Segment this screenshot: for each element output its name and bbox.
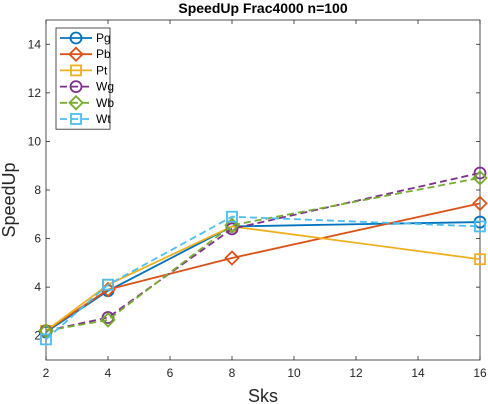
plot-frame [45, 19, 481, 361]
y-tick-label: 2 [34, 329, 41, 343]
legend-item: Wb [60, 95, 114, 111]
x-tick-label: 2 [43, 366, 50, 380]
legend-label: Wg [96, 80, 114, 94]
data-point [224, 217, 240, 233]
legend-marker [69, 31, 83, 45]
legend-label: Pt [96, 63, 108, 77]
data-point [474, 253, 486, 266]
x-tick-label: 10 [287, 366, 301, 380]
x-tick-label: 16 [473, 366, 487, 380]
legend-marker [68, 95, 84, 111]
data-point [473, 166, 487, 180]
data-point [100, 312, 116, 328]
series-line [45, 202, 481, 332]
series-layer [38, 166, 488, 346]
y-tick-label: 10 [28, 134, 42, 148]
data-point [474, 220, 486, 233]
x-tick-label: 14 [411, 366, 425, 380]
y-tick-label: 6 [34, 232, 41, 246]
legend: Pg Pb Pt Wg Wb Wt [55, 27, 114, 130]
legend-label: Pb [96, 47, 111, 61]
legend-item: Wg [60, 80, 114, 94]
series-line [45, 225, 481, 332]
x-tick-label: 6 [167, 366, 174, 380]
chart-title: SpeedUp Frac4000 n=100 [178, 0, 347, 16]
legend-marker [68, 46, 84, 62]
y-tick-label: 8 [34, 183, 41, 197]
legend-marker [70, 113, 82, 125]
data-point [40, 333, 52, 346]
x-tick-label: 8 [229, 366, 236, 380]
data-point [224, 250, 240, 266]
legend-item: Pt [60, 63, 108, 77]
legend-item: Pg [60, 31, 111, 45]
data-point [102, 278, 114, 291]
series-pg [39, 215, 487, 339]
series-wt [40, 210, 486, 346]
x-axis-label: Sks [248, 386, 278, 404]
axes: 2 4 6 8 10 12 14 16 2 4 6 8 10 12 14 [28, 19, 487, 380]
series-wb [38, 170, 488, 339]
legend-marker [70, 64, 82, 77]
legend-item: Wt [60, 112, 111, 126]
data-point [226, 210, 238, 223]
y-tick-label: 14 [28, 37, 42, 51]
y-axis-label: SpeedUp [0, 162, 19, 237]
legend-label: Pg [96, 31, 111, 45]
data-point [472, 195, 488, 212]
legend-box [55, 27, 111, 130]
y-tick-label: 12 [28, 86, 42, 100]
data-point [472, 170, 488, 186]
legend-label: Wt [96, 112, 111, 126]
data-point [101, 311, 115, 324]
legend-item: Pb [60, 46, 111, 62]
legend-marker [69, 80, 83, 93]
series-line [45, 221, 481, 333]
y-tick-label: 4 [34, 280, 41, 294]
series-line [45, 176, 481, 332]
x-tick-label: 4 [105, 366, 112, 380]
x-tick-label: 12 [349, 366, 363, 380]
legend-label: Wb [96, 96, 114, 110]
data-point [38, 323, 54, 339]
series-pt [40, 220, 486, 337]
